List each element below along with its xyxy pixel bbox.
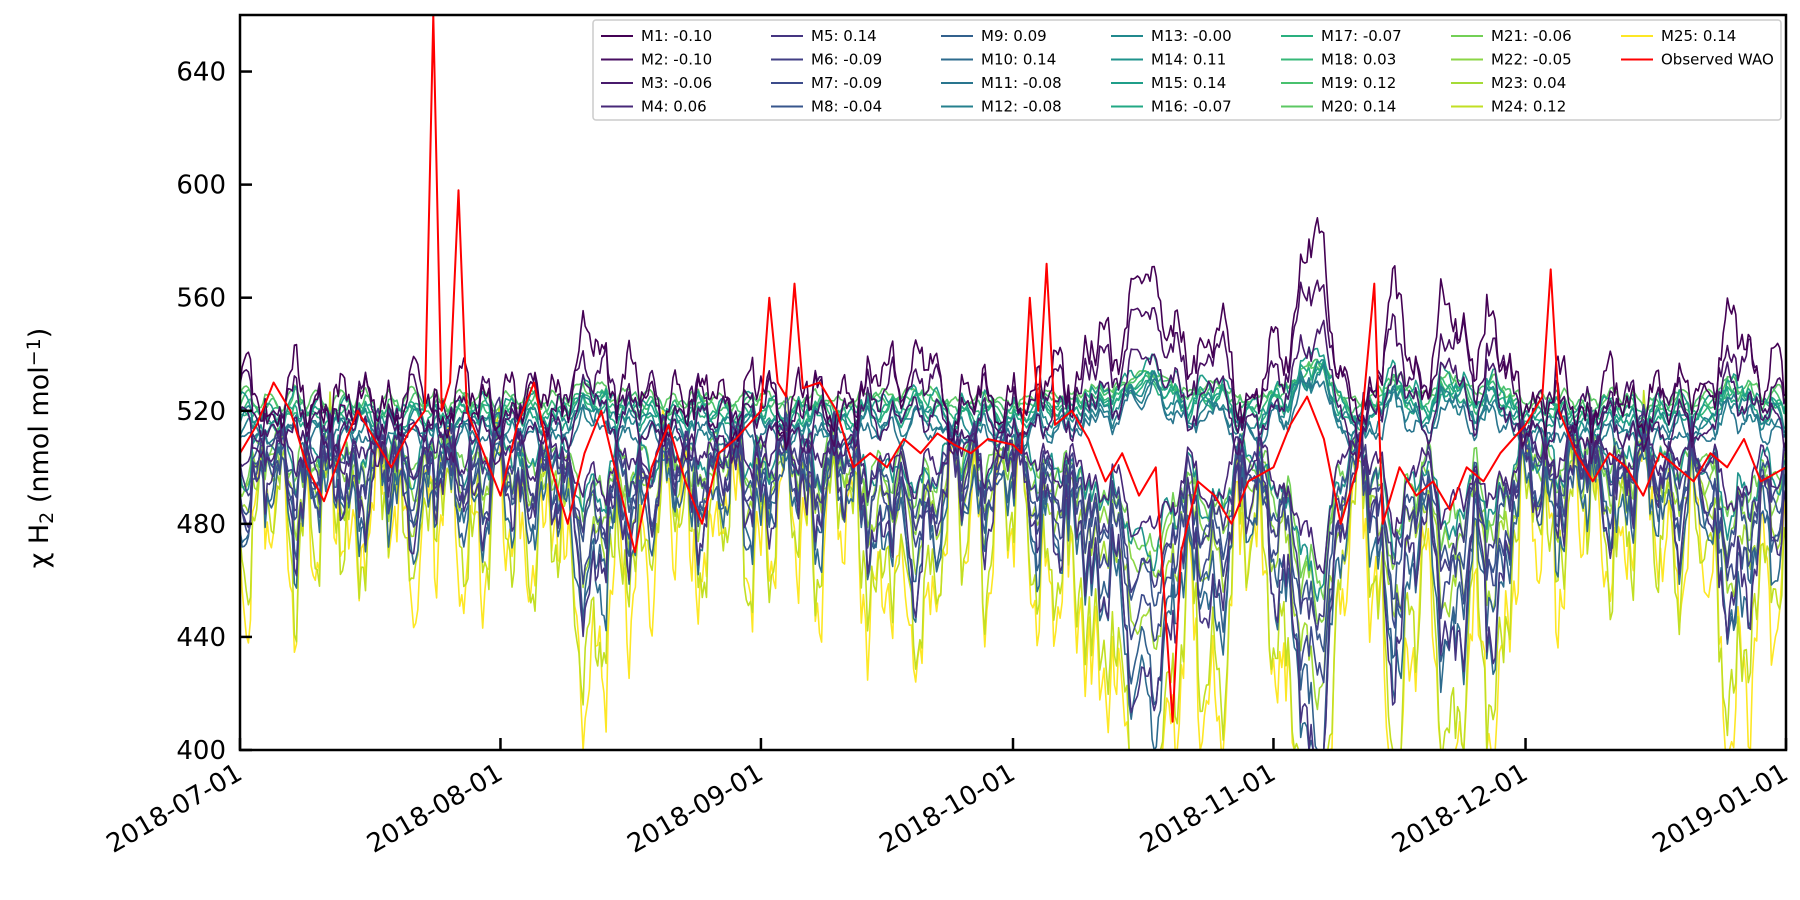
y-tick-label-440: 440 [176, 623, 226, 653]
x-tick-label-2018-12-01: 2018-12-01 [1387, 758, 1533, 860]
legend-entry-21: M21: -0.06 [1491, 27, 1572, 45]
y-axis-label-main: χ H [24, 524, 55, 568]
legend-entry-5: M5: 0.14 [811, 27, 877, 45]
y-tick-label-560: 560 [176, 284, 226, 314]
x-tick-label-2018-11-01: 2018-11-01 [1135, 758, 1281, 860]
x-tick-label-2019-01-01: 2019-01-01 [1648, 758, 1794, 860]
y-axis-label-close: ) [24, 328, 55, 339]
legend-entry-25: M25: 0.14 [1661, 27, 1736, 45]
x-tick-label-2018-10-01: 2018-10-01 [875, 758, 1021, 860]
y-axis: 400 440 480 520 560 600 640 [176, 58, 252, 766]
y-tick-label-480: 480 [176, 510, 226, 540]
y-tick-label-520: 520 [176, 397, 226, 427]
legend-entry-3: M3: -0.06 [641, 74, 712, 92]
series-line-2 [239, 279, 1787, 453]
series-line-5 [239, 391, 1787, 751]
series-line-1 [239, 217, 1787, 451]
legend-entry-15: M15: 0.14 [1151, 74, 1226, 92]
legend-entry-19: M19: 0.12 [1321, 74, 1396, 92]
x-tick-label-2018-08-01: 2018-08-01 [362, 758, 508, 860]
legend-entry-14: M14: 0.11 [1151, 51, 1226, 69]
legend-entry-6: M6: -0.09 [811, 51, 882, 69]
series-line-4 [239, 410, 1787, 575]
legend-entry-9: M9: 0.09 [981, 27, 1047, 45]
legend-entry-16: M16: -0.07 [1151, 98, 1232, 116]
legend-entry-13: M13: -0.00 [1151, 27, 1232, 45]
y-tick-label-600: 600 [176, 171, 226, 201]
legend-entry-2: M2: -0.10 [641, 51, 712, 69]
legend-entry-7: M7: -0.09 [811, 74, 882, 92]
legend-entry-23: M23: 0.04 [1491, 74, 1566, 92]
x-tick-label-2018-07-01: 2018-07-01 [102, 758, 248, 860]
y-axis-label-sub: 2 [36, 512, 58, 524]
legend-entry-12: M12: -0.08 [981, 98, 1062, 116]
legend-entry-18: M18: 0.03 [1321, 51, 1396, 69]
y-axis-label-unit: (nmol mol [24, 366, 55, 511]
x-axis: 2018-07-01 2018-08-01 2018-09-01 2018-10-01… [102, 738, 1794, 860]
legend-entry-8: M8: -0.04 [811, 98, 882, 116]
y-axis-label-sup: −1 [23, 338, 45, 366]
legend-entry-22: M22: -0.05 [1491, 51, 1572, 69]
y-tick-label-400: 400 [176, 736, 226, 766]
legend: M1: -0.10 M2: -0.10 M3: -0.06 M4: 0.06 M5: 0… [592, 19, 1782, 121]
legend-entry-11: M11: -0.08 [981, 74, 1062, 92]
legend-entry-10: M10: 0.14 [981, 51, 1056, 69]
series-line-24 [239, 389, 1787, 751]
legend-entry-26: Observed WAO [1661, 51, 1774, 69]
y-axis-label: χ H2 (nmol mol−1) [23, 328, 57, 569]
legend-entry-4: M4: 0.06 [641, 98, 707, 116]
legend-entry-17: M17: -0.07 [1321, 27, 1402, 45]
legend-box [592, 19, 1782, 121]
legend-entry-24: M24: 0.12 [1491, 98, 1566, 116]
series-layer [239, 14, 1787, 751]
x-tick-label-2018-09-01: 2018-09-01 [623, 758, 769, 860]
y-tick-label-640: 640 [176, 58, 226, 88]
legend-entry-1: M1: -0.10 [641, 27, 712, 45]
legend-entry-20: M20: 0.14 [1321, 98, 1396, 116]
series-line-observed-wao [239, 14, 1787, 723]
